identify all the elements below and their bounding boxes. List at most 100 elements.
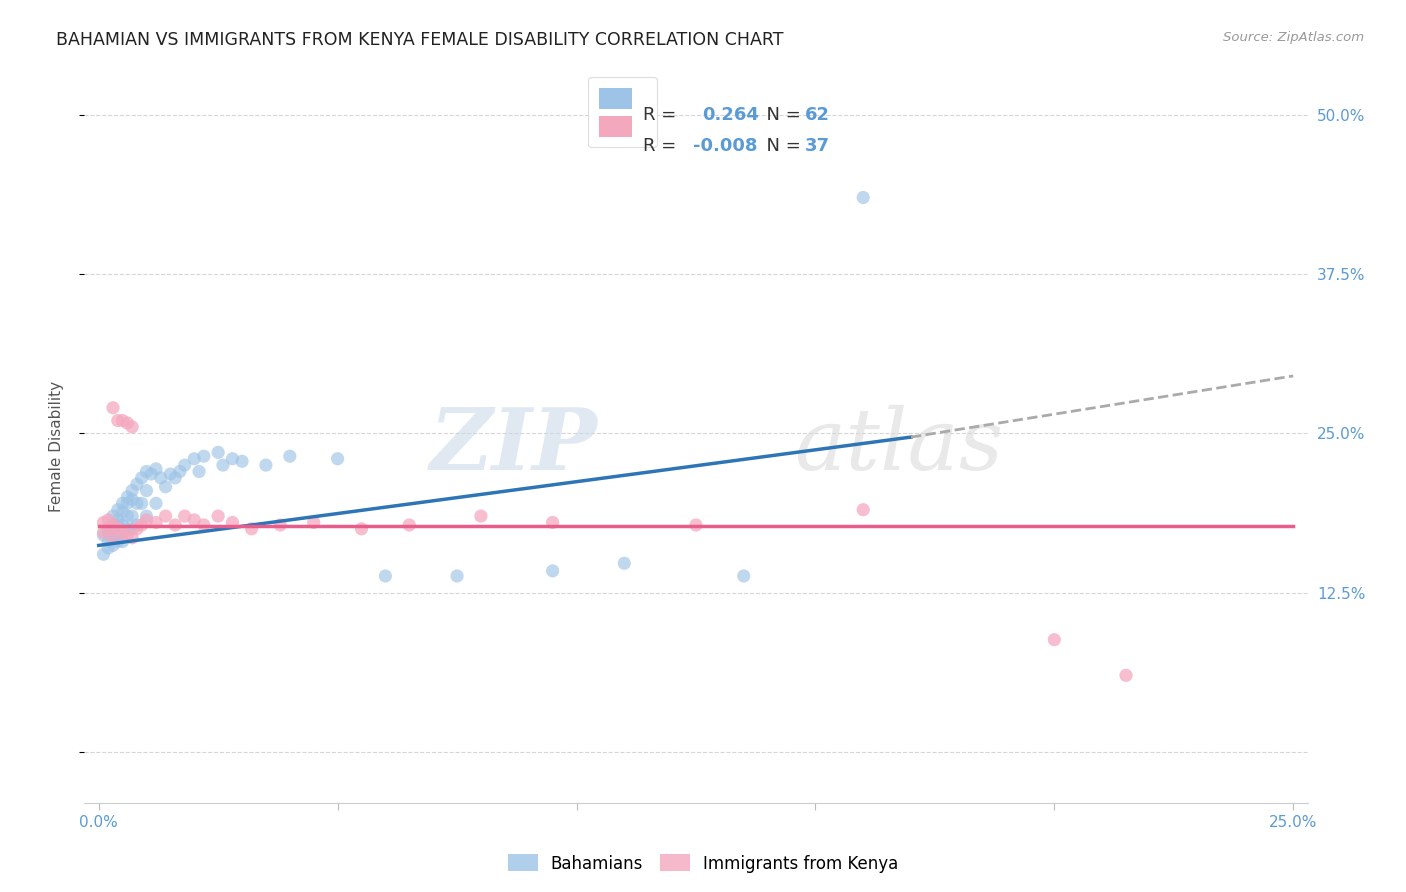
Point (111, 496, 134, 510)
Point (101, 518, 124, 533)
Point (97, 534, 120, 549)
Y-axis label: Female Disability: Female Disability (49, 380, 63, 512)
Point (111, 525, 134, 540)
Point (121, 531, 143, 545)
Point (107, 518, 129, 533)
Point (121, 522, 143, 536)
Point (852, 190, 875, 204)
Text: R =: R = (643, 106, 688, 124)
Point (145, 516, 167, 530)
Text: N =: N = (755, 137, 807, 155)
Point (188, 465, 211, 479)
Point (97, 541, 120, 555)
Text: 0.264: 0.264 (702, 106, 759, 124)
Point (173, 509, 195, 524)
Point (101, 538, 124, 552)
Point (165, 518, 187, 533)
Point (107, 413, 129, 427)
Point (111, 505, 134, 519)
Point (125, 522, 148, 536)
Point (221, 516, 243, 530)
Point (97, 525, 120, 540)
Point (541, 564, 564, 578)
Point (173, 458, 195, 472)
Text: BAHAMIAN VS IMMIGRANTS FROM KENYA FEMALE DISABILITY CORRELATION CHART: BAHAMIAN VS IMMIGRANTS FROM KENYA FEMALE… (56, 31, 783, 49)
Point (149, 471, 172, 485)
Point (111, 413, 134, 427)
Point (93, 516, 115, 530)
Point (183, 513, 205, 527)
Point (685, 518, 707, 533)
Text: -0.008: -0.008 (693, 137, 758, 155)
Point (165, 471, 187, 485)
Point (183, 451, 205, 466)
Point (101, 531, 124, 545)
Point (111, 518, 134, 533)
Point (97, 522, 120, 536)
Point (101, 531, 124, 545)
Point (97, 522, 120, 536)
Point (193, 518, 215, 533)
Point (278, 449, 301, 463)
Point (131, 518, 153, 533)
Point (1115, 668, 1137, 682)
Point (117, 496, 139, 510)
Point (111, 534, 134, 549)
Point (107, 534, 129, 549)
Point (613, 556, 636, 570)
Point (269, 518, 291, 533)
Point (101, 401, 124, 415)
Point (446, 569, 468, 583)
Text: 37: 37 (804, 137, 830, 155)
Point (135, 483, 157, 498)
Point (221, 451, 243, 466)
Point (117, 416, 139, 430)
Text: ZIP: ZIP (430, 404, 598, 488)
Point (93, 528, 115, 542)
Point (135, 509, 157, 524)
Point (302, 516, 325, 530)
Point (254, 458, 277, 472)
Point (125, 477, 148, 491)
Point (131, 496, 153, 510)
Point (121, 509, 143, 524)
Point (231, 454, 253, 468)
Point (135, 513, 157, 527)
Point (169, 465, 191, 479)
Text: Source: ZipAtlas.com: Source: ZipAtlas.com (1223, 31, 1364, 45)
Point (125, 496, 148, 510)
Point (93, 547, 115, 561)
Point (733, 569, 755, 583)
Point (240, 522, 263, 536)
Point (193, 449, 215, 463)
Text: atlas: atlas (794, 405, 1002, 487)
Point (131, 471, 153, 485)
Legend: , : , (588, 77, 657, 147)
Point (125, 518, 148, 533)
Point (470, 509, 492, 524)
Point (107, 522, 129, 536)
Point (107, 502, 129, 516)
Point (101, 522, 124, 536)
Point (350, 522, 373, 536)
Point (141, 467, 163, 481)
Point (207, 509, 229, 524)
Point (398, 518, 420, 533)
Point (145, 462, 167, 476)
Point (101, 518, 124, 533)
Point (852, 502, 875, 516)
Text: R =: R = (643, 137, 682, 155)
Point (107, 525, 129, 540)
Point (117, 528, 139, 542)
Point (326, 451, 349, 466)
Point (117, 522, 139, 536)
Point (111, 525, 134, 540)
Point (121, 492, 143, 507)
Point (135, 465, 157, 479)
Point (117, 490, 139, 504)
Point (97, 513, 120, 527)
Point (207, 445, 229, 459)
Point (155, 480, 177, 494)
Point (121, 483, 143, 498)
Point (121, 420, 143, 434)
